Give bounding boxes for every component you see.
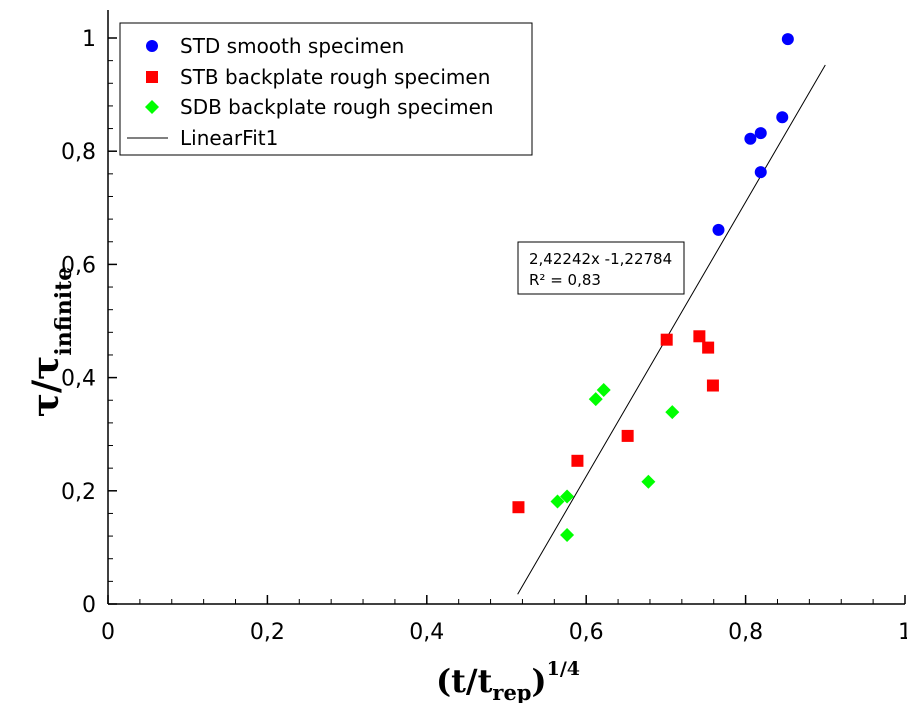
y-tick-label: 1 [82,27,96,52]
point-sdb [560,527,575,542]
x-tick-label: 0,8 [728,620,763,645]
point-stb [512,501,525,514]
legend-frame [119,22,533,156]
point-sdb [550,494,565,509]
y-tick-label: 0,4 [61,367,96,392]
legend-marker-stb [146,71,158,83]
linear-fit-line [517,64,826,595]
x-tick-label: 0,4 [409,620,444,645]
fit-equation-box: 2,42242x -1,22784 R² = 0,83 [517,241,685,295]
legend-label-stb: STB backplate rough specimen [180,65,490,89]
point-stb [660,333,673,346]
point-stb [571,454,584,467]
legend-marker-std [146,40,158,52]
fit-equation-frame [517,241,685,295]
x-tick-label: 0,6 [569,620,604,645]
x-tick-label: 0 [101,620,115,645]
legend-marker-sdb [145,100,159,114]
y-tick-label: 0,2 [61,480,96,505]
y-axis-title: τ/τinfinite [25,267,77,417]
point-sdb [588,392,603,407]
point-std [754,127,767,140]
y-tick-labels: 0 0,2 0,4 0,6 0,8 1 [61,27,96,618]
x-axis-title: (t/trep)1/4 [436,658,580,703]
point-sdb [560,489,575,504]
y-tick-label: 0,8 [61,140,96,165]
legend-label-fit: LinearFit1 [180,126,278,150]
point-std [744,132,757,145]
point-std [754,166,767,179]
legend: STD smooth specimen STB backplate rough … [119,22,533,156]
point-std [781,33,794,46]
point-stb [693,330,706,343]
point-std [776,111,789,124]
point-stb [621,429,634,442]
point-sdb [596,383,611,398]
legend-label-std: STD smooth specimen [180,34,404,58]
x-tick-labels: 0 0,2 0,4 0,6 0,8 1 [101,620,907,645]
point-sdb [665,405,680,420]
x-tick-label: 0,2 [250,620,285,645]
axis-ticks [107,37,906,605]
point-stb [702,341,715,354]
point-stb [706,379,719,392]
y-tick-label: 0 [82,593,96,618]
point-sdb [641,474,656,489]
data-markers [512,33,794,542]
fit-r2-text: R² = 0,83 [529,271,601,289]
fit-equation-text: 2,42242x -1,22784 [529,250,672,268]
y-tick-label: 0,6 [61,253,96,278]
legend-label-sdb: SDB backplate rough specimen [180,95,494,119]
point-std [712,223,725,236]
x-tick-label: 1 [898,620,907,645]
